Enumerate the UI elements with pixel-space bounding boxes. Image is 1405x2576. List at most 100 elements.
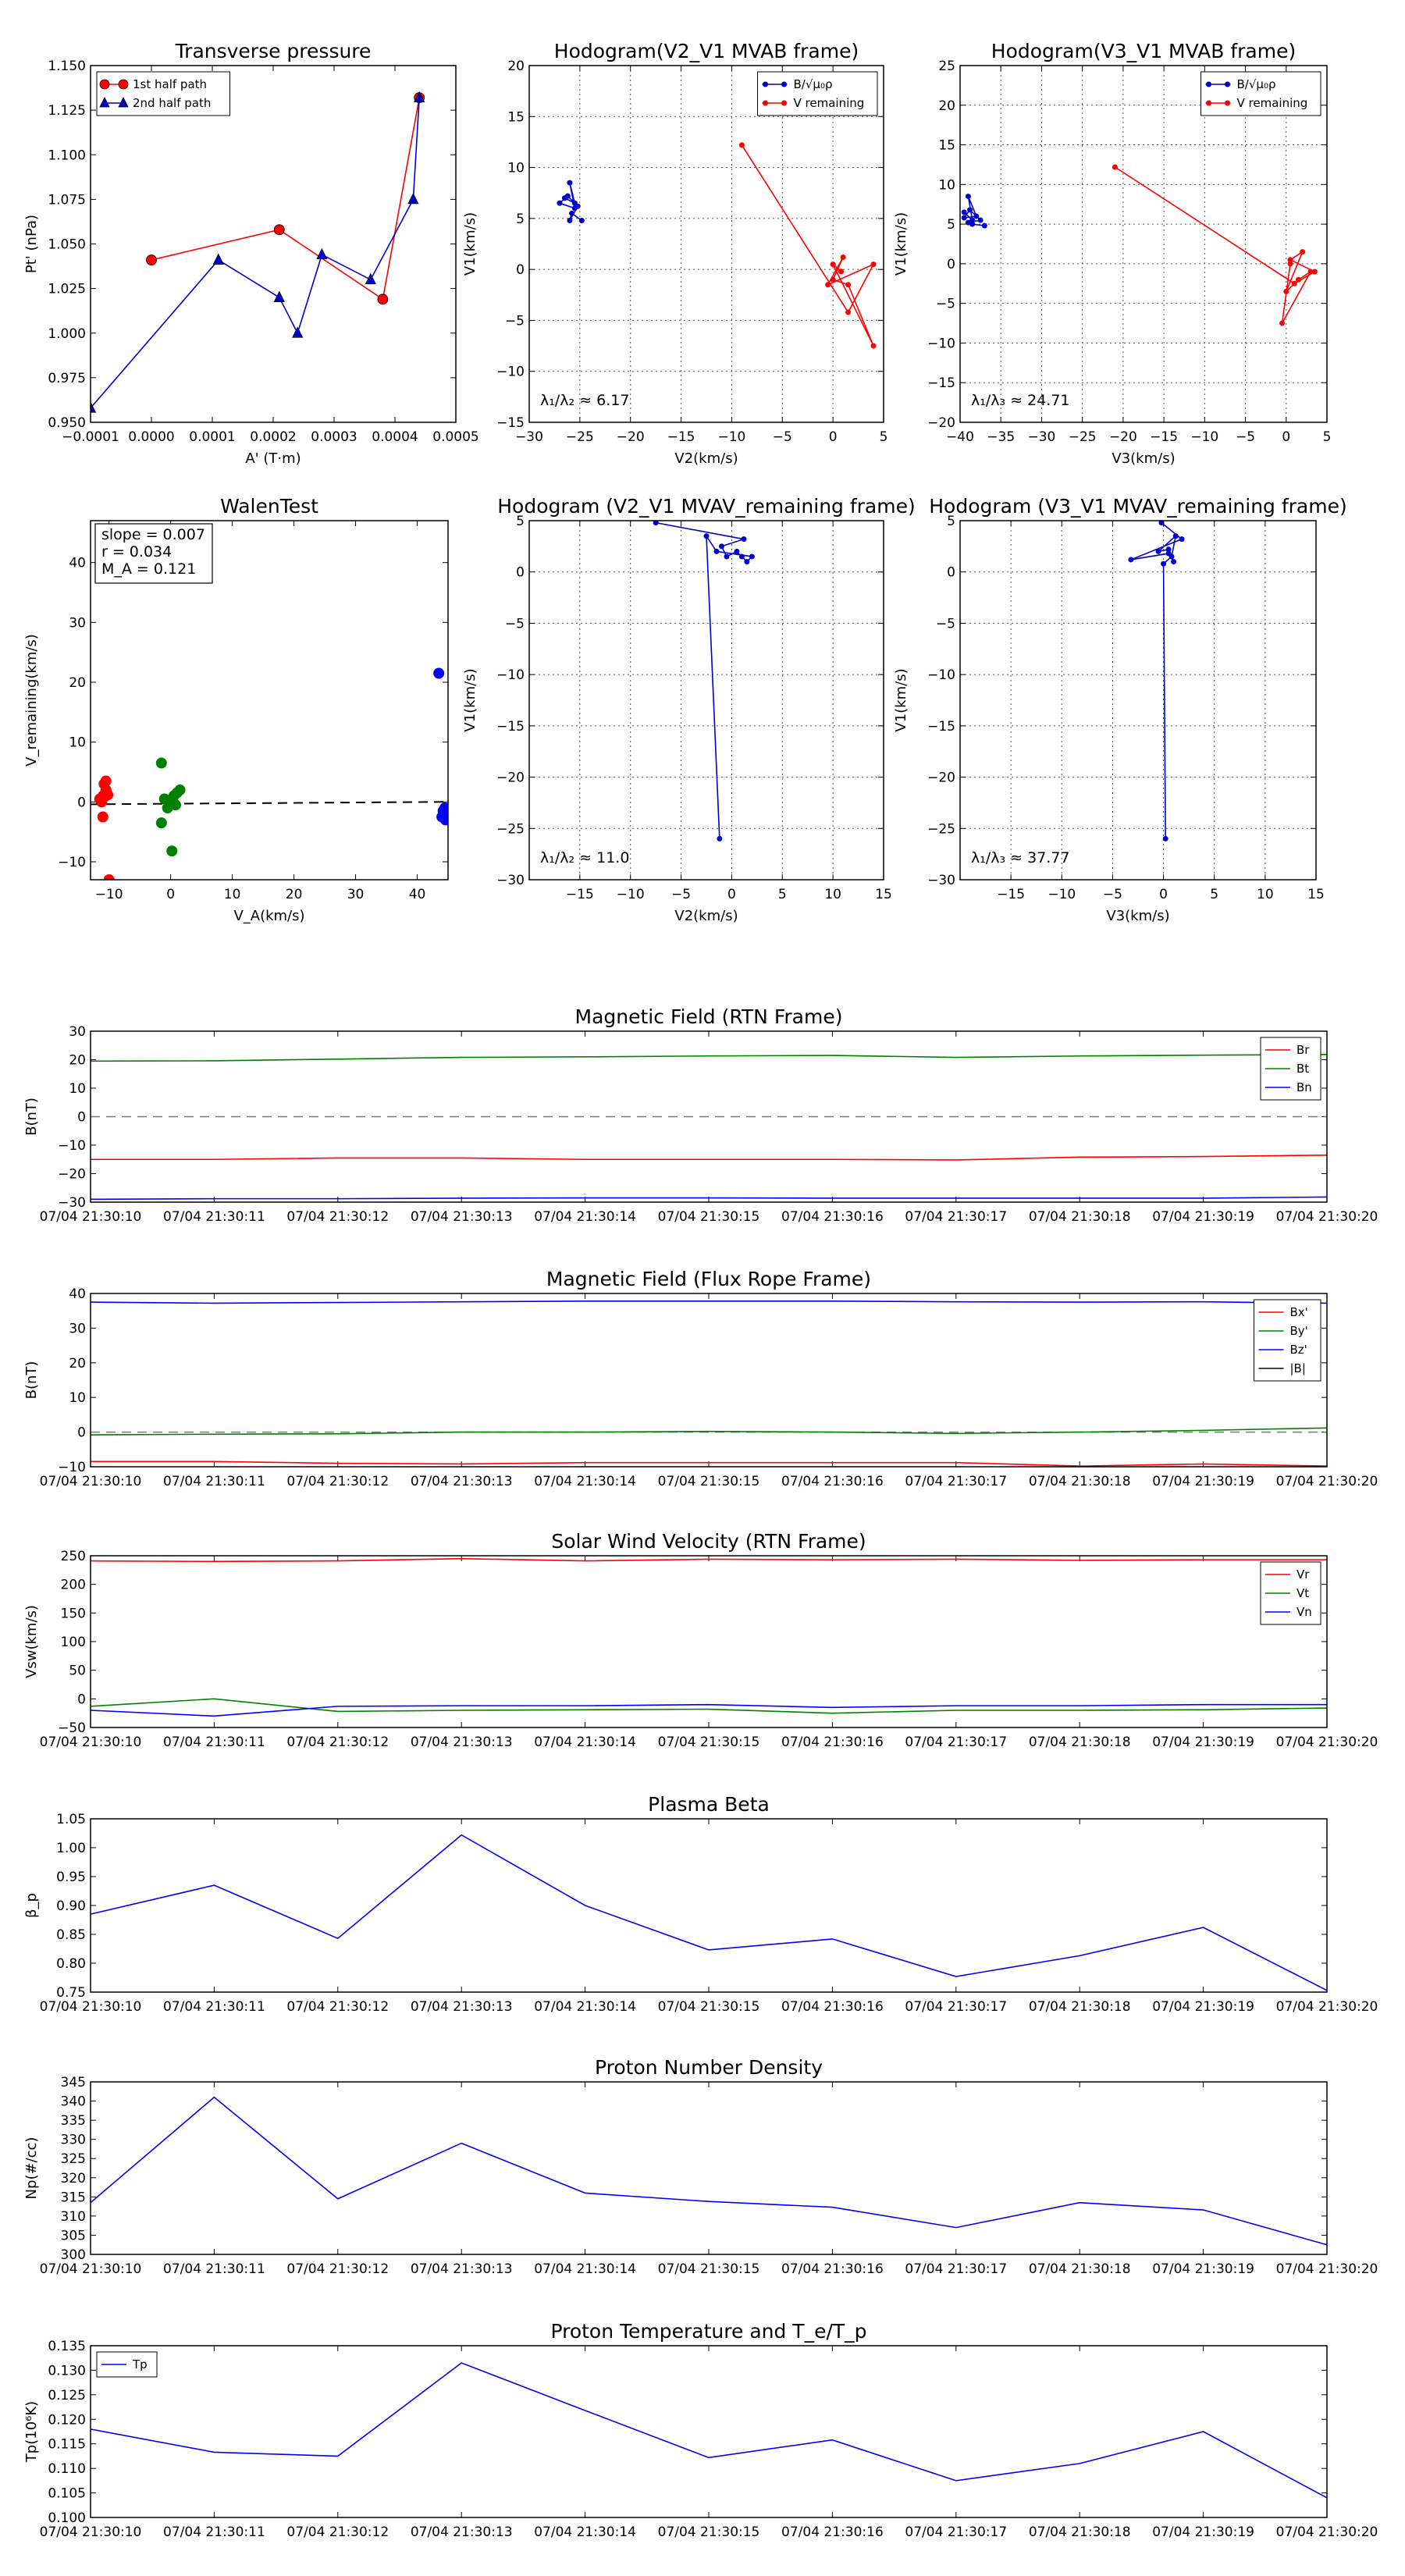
stats-line: r = 0.034 (101, 543, 172, 560)
data-point (741, 536, 747, 543)
x-tick-label: 0 (166, 887, 175, 902)
y-tick-label: 0.115 (48, 2437, 86, 2453)
legend-marker (118, 79, 129, 90)
y-tick-label: −10 (58, 1460, 86, 1475)
series-line (151, 97, 420, 301)
time-tick-label: 07/04 21:30:12 (286, 1735, 389, 1750)
x-tick-label: −10 (1048, 887, 1076, 902)
y-axis-label: B(nT) (23, 1098, 40, 1136)
legend: B/√μ₀ρ V remaining (1200, 71, 1321, 116)
time-tick-label: 07/04 21:30:16 (781, 2524, 884, 2540)
legend-label: 1st half path (133, 77, 207, 91)
x-tick-label: 10 (1257, 887, 1274, 902)
y-tick-label: 20 (69, 675, 86, 691)
time-tick-label: 07/04 21:30:13 (411, 2261, 513, 2277)
legend-label: Vt (1297, 1586, 1309, 1600)
y-axis-label: V1(km/s) (462, 668, 478, 731)
chart-1: Transverse pressure A' (T·m) Pt' (nPa) 0.95… (23, 40, 479, 467)
plot-frame (90, 1293, 1328, 1468)
data-point (103, 874, 115, 880)
time-tick-label: 07/04 21:30:15 (658, 1474, 760, 1489)
time-tick-label: 07/04 21:30:19 (1152, 1735, 1254, 1750)
y-tick-label: −10 (927, 336, 955, 351)
time-tick-label: 07/04 21:30:18 (1029, 1735, 1131, 1750)
legend-marker (1206, 100, 1211, 106)
series-line (90, 1698, 1328, 1714)
legend-label: Vn (1297, 1605, 1312, 1619)
data-point (437, 805, 448, 817)
x-tick-label: −10 (1190, 429, 1218, 445)
data-point (568, 210, 574, 216)
y-tick-label: 0 (947, 257, 955, 272)
data-point (1295, 276, 1301, 283)
x-tick-label: −15 (566, 887, 594, 902)
y-tick-label: 0.135 (48, 2339, 86, 2354)
y-tick-label: 10 (507, 161, 525, 176)
time-tick-label: 07/04 21:30:10 (40, 2261, 142, 2277)
series-line (1115, 166, 1317, 324)
y-tick-label: −20 (927, 415, 955, 431)
chart-6: Hodogram (V3_V1 MVAV_remaining frame) V3(… (893, 495, 1347, 924)
plot-area (653, 521, 755, 841)
time-tick-label: 07/04 21:30:11 (163, 1735, 265, 1750)
time-tick-label: 07/04 21:30:14 (534, 2524, 636, 2540)
y-tick-label: −10 (58, 855, 86, 870)
data-point (1179, 536, 1185, 543)
time-tick-label: 07/04 21:30:19 (1152, 1999, 1254, 2015)
series-line (91, 1154, 1328, 1161)
y-tick-label: 0.120 (48, 2412, 86, 2428)
y-axis-label: V1(km/s) (462, 212, 478, 276)
y-tick-label: 305 (61, 2228, 86, 2243)
time-tick-label: 07/04 21:30:10 (40, 1999, 142, 2015)
y-axis-label: V_remaining(km/s) (23, 634, 40, 767)
time-tick-label: 07/04 21:30:20 (1276, 1474, 1378, 1489)
chart-10: Plasma Beta β_p 0.75 0.80 0.85 0.90 0.95 1.00 1.… (23, 1793, 1378, 2015)
time-tick-label: 07/04 21:30:19 (1152, 1209, 1254, 1225)
y-tick-label: 340 (61, 2094, 86, 2110)
data-point (838, 269, 845, 275)
y-tick-label: 150 (61, 1606, 86, 1621)
data-point (273, 290, 285, 302)
legend-marker (99, 79, 110, 90)
y-tick-label: 310 (61, 2209, 86, 2225)
x-tick-label: −20 (1109, 429, 1137, 445)
y-tick-label: 325 (61, 2151, 86, 2167)
y-tick-label: 0.950 (48, 415, 86, 431)
y-tick-label: 30 (69, 1321, 86, 1336)
data-point (1171, 559, 1177, 565)
x-tick-label: 20 (286, 887, 303, 902)
time-tick-label: 07/04 21:30:10 (40, 1735, 142, 1750)
time-tick-label: 07/04 21:30:20 (1276, 1999, 1378, 2015)
chart-title: Plasma Beta (648, 1793, 770, 1816)
series-line (90, 1703, 1327, 1717)
data-point (870, 343, 877, 349)
fit-line (90, 801, 449, 806)
y-tick-label: −15 (927, 375, 955, 391)
y-tick-label: −15 (927, 719, 955, 735)
data-point (703, 533, 710, 539)
chart-8: Magnetic Field (Flux Rope Frame) B(nT) −10… (23, 1268, 1378, 1489)
chart-title: Proton Temperature and T_e/T_p (550, 2320, 866, 2343)
y-tick-label: −15 (496, 719, 525, 735)
y-tick-label: −30 (58, 1195, 86, 1211)
time-tick-label: 07/04 21:30:17 (905, 1735, 1007, 1750)
time-tick-label: 07/04 21:30:13 (411, 1474, 513, 1489)
data-point (564, 193, 571, 199)
time-tick-label: 07/04 21:30:20 (1276, 1209, 1378, 1225)
data-point (653, 521, 659, 526)
data-point (1172, 533, 1179, 539)
time-tick-label: 07/04 21:30:16 (781, 2261, 884, 2277)
time-tick-label: 07/04 21:30:20 (1276, 2524, 1378, 2540)
plot-frame (959, 520, 1317, 881)
plot-frame (90, 65, 457, 423)
x-tick-label: −30 (1027, 429, 1055, 445)
legend-marker (781, 81, 787, 87)
y-tick-label: 5 (516, 212, 525, 227)
legend-label: Vr (1297, 1567, 1310, 1582)
time-tick-label: 07/04 21:30:11 (163, 1209, 265, 1225)
y-tick-label: 0.95 (56, 1870, 86, 1885)
chart-4: WalenTest V_A(km/s) V_remaining(km/s) −10 0 1… (23, 495, 449, 924)
plot-area (961, 164, 1318, 326)
x-tick-label: −35 (987, 429, 1015, 445)
data-point (212, 253, 224, 265)
